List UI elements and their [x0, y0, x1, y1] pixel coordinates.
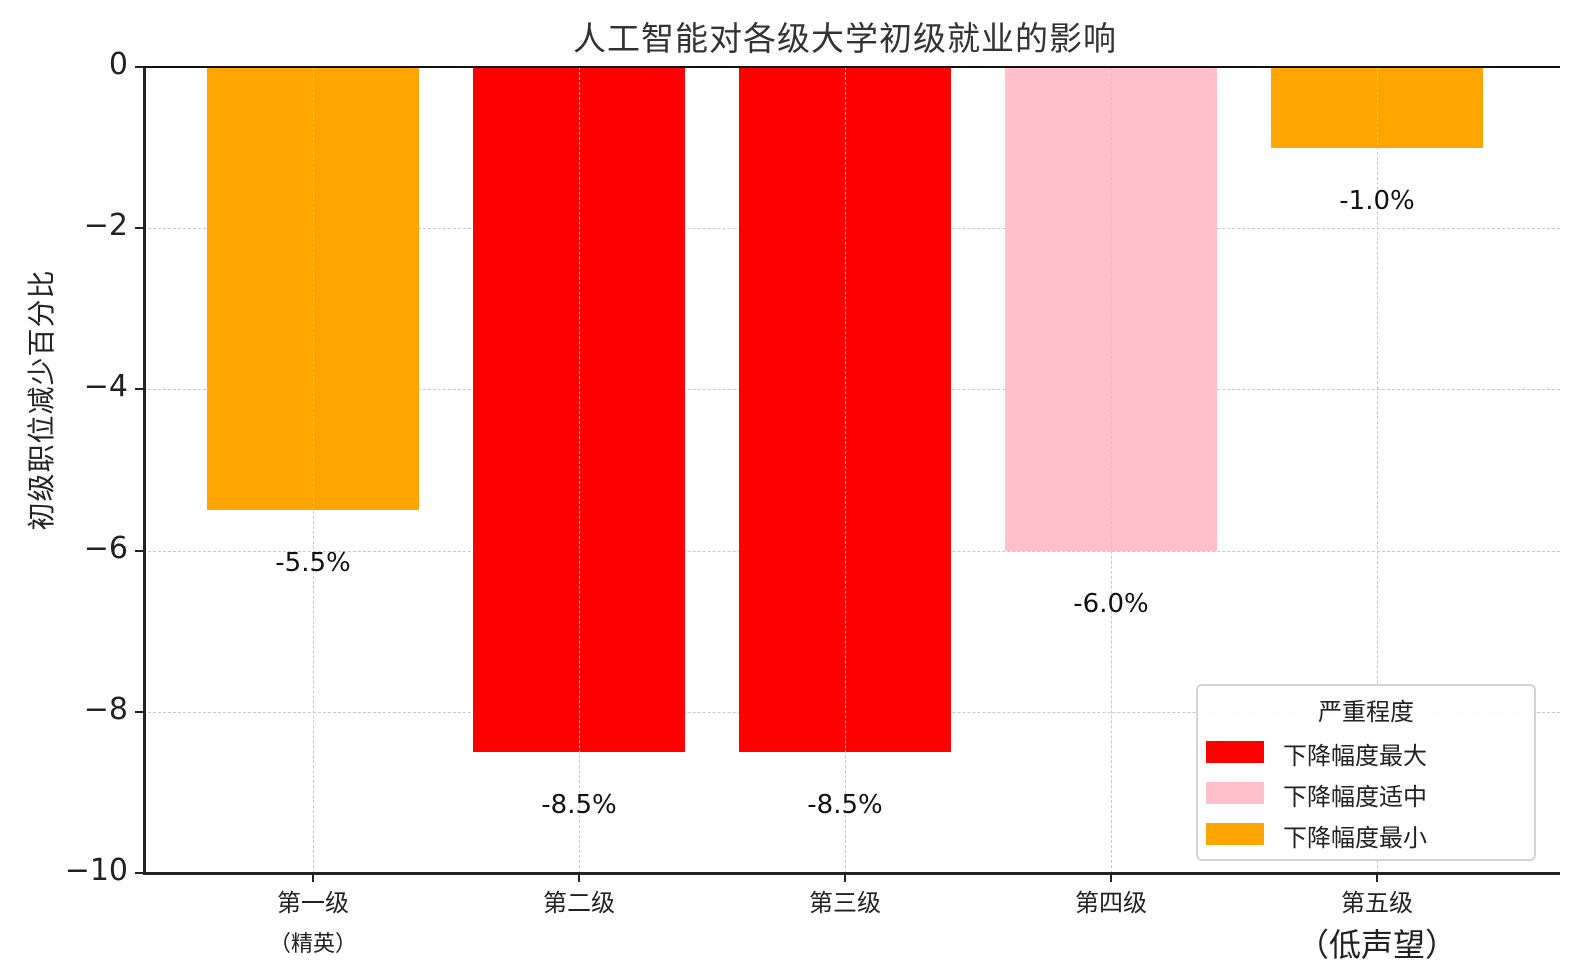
y-tick-mark [135, 872, 143, 874]
x-tick-label-line1: 第三级 [809, 889, 881, 917]
y-tick-mark [135, 388, 143, 391]
y-tick-label: −10 [64, 853, 128, 888]
x-tick-label: 第三级 [735, 883, 955, 918]
value-label: -8.5% [807, 790, 883, 821]
chart-title: 人工智能对各级大学初级就业的影响 [573, 19, 1117, 58]
plot-area: -5.5% -8.5% -8.5% -6.0% -1.0% [135, 66, 1560, 882]
top-spine [143, 66, 1560, 68]
y-tick-mark [135, 710, 143, 713]
x-tick-label-line1: 第一级 [277, 889, 349, 917]
legend: 严重程度 下降幅度最大 下降幅度适中 下降幅度最小 [1196, 684, 1536, 861]
x-tick-label-line2: （低声望） [1296, 926, 1457, 964]
x-tick-mark [312, 873, 314, 882]
y-tick-label: −2 [83, 208, 128, 244]
value-label: -1.0% [1339, 185, 1415, 216]
v-gridline [1377, 67, 1378, 873]
y-tick-mark [135, 66, 143, 68]
x-tick-label: 第四级 [1001, 883, 1221, 918]
y-tick-mark [135, 549, 143, 552]
y-tick-label: −6 [83, 530, 128, 566]
value-label: -5.5% [275, 548, 351, 579]
x-tick-mark [1110, 873, 1112, 882]
y-tick-label: −4 [83, 369, 128, 405]
x-tick-mark [844, 873, 846, 882]
x-tick-label-line1: 第四级 [1075, 889, 1147, 917]
value-label: -6.0% [1073, 588, 1149, 619]
x-tick-label-line2: （精英） [268, 932, 357, 957]
x-tick-mark [1376, 873, 1378, 882]
legend-title: 严重程度 [1318, 698, 1414, 726]
x-axis-line [143, 872, 1560, 875]
legend-swatch-pink [1206, 782, 1264, 804]
x-tick-label: 第一级 （精英） [203, 883, 423, 958]
legend-label: 下降幅度最大 [1283, 742, 1427, 770]
y-tick-mark [135, 227, 143, 230]
y-axis-line [143, 67, 146, 875]
x-tick-mark [578, 873, 580, 882]
y-tick-label: 0 [108, 47, 128, 82]
v-gridline [845, 67, 846, 873]
v-gridline [579, 67, 580, 873]
v-gridline [313, 67, 314, 873]
legend-swatch-orange [1206, 823, 1264, 845]
value-label: -8.5% [541, 790, 617, 821]
legend-label: 下降幅度适中 [1283, 783, 1427, 811]
v-gridline [1111, 67, 1112, 873]
y-tick-label: −8 [83, 691, 128, 727]
x-tick-label-line1: 第二级 [543, 889, 615, 917]
x-tick-label: 第二级 [469, 883, 689, 918]
legend-swatch-red [1206, 741, 1264, 763]
legend-label: 下降幅度最小 [1283, 824, 1427, 852]
x-tick-label: 第五级 （低声望） [1267, 883, 1487, 966]
x-tick-label-line1: 第五级 [1341, 889, 1413, 917]
